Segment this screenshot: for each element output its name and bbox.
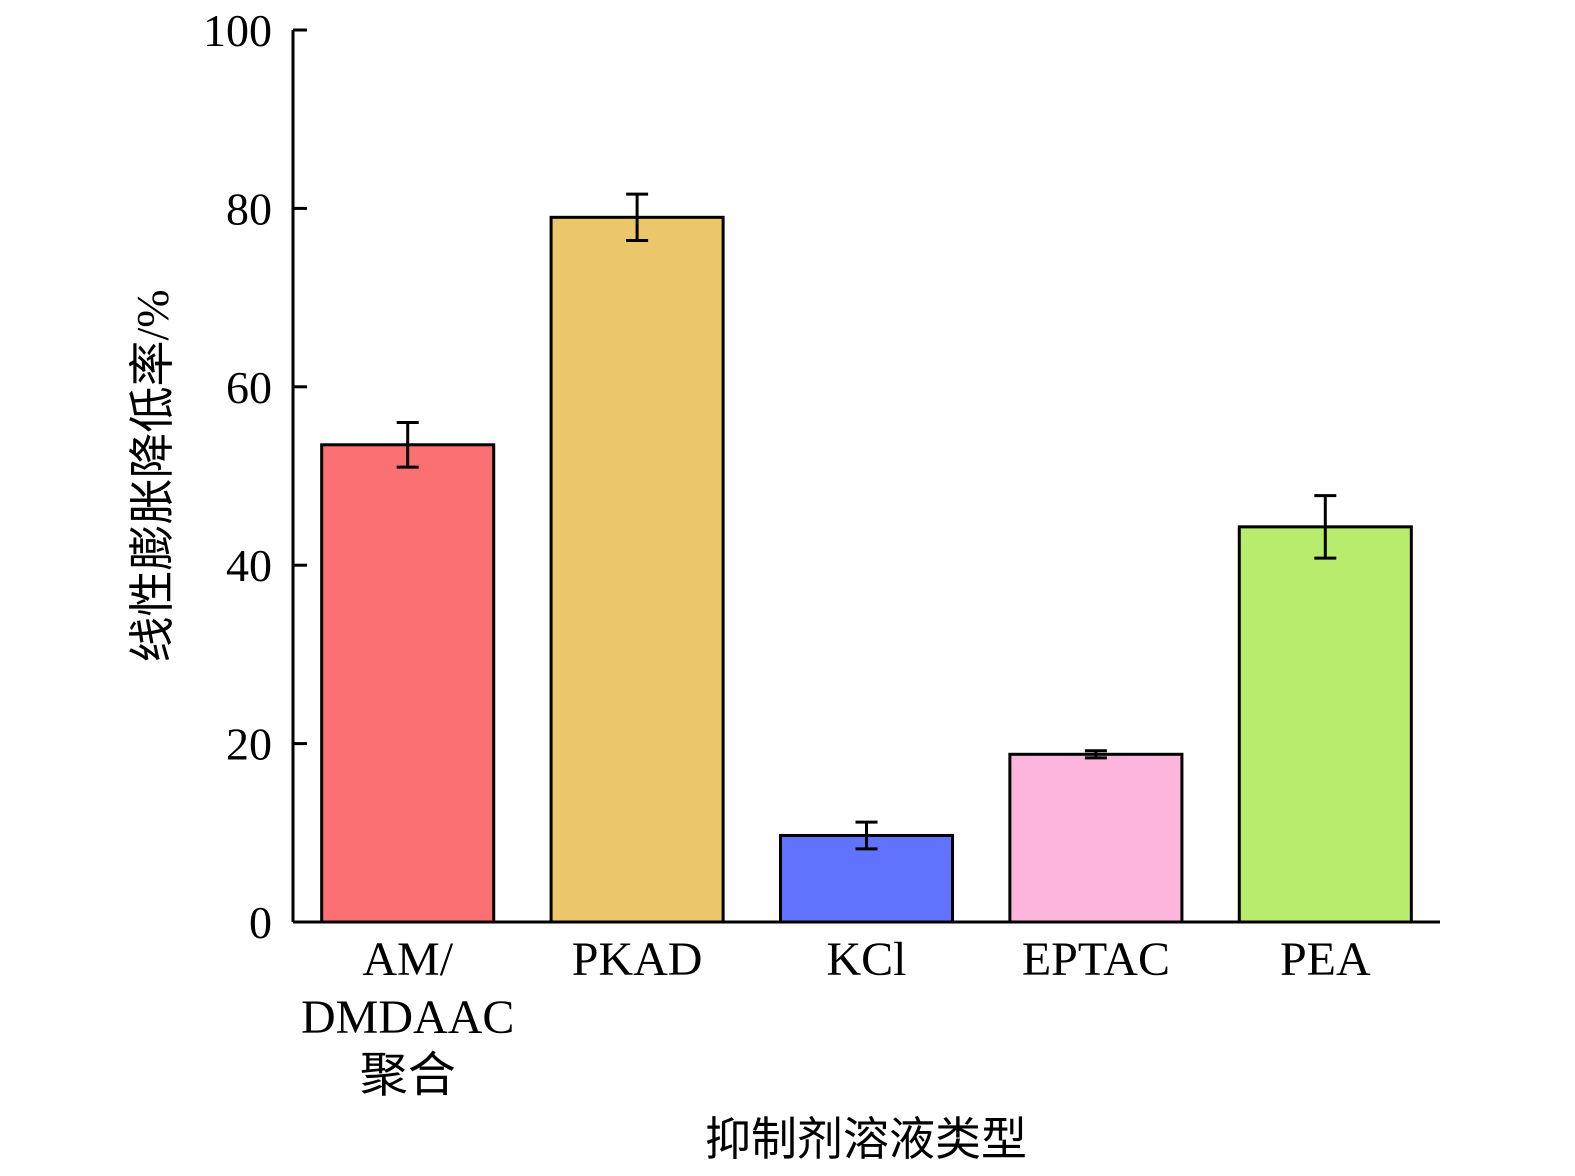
bar xyxy=(549,215,725,924)
y-tick-label: 100 xyxy=(203,5,272,56)
x-category-label-line: PEA xyxy=(1280,933,1371,986)
x-category-label-line: 聚合 xyxy=(360,1049,456,1102)
bars-group xyxy=(320,215,1413,924)
y-tick-label: 20 xyxy=(226,719,272,770)
y-ticks-group: 0 20 40 60 80 100 xyxy=(203,5,307,948)
y-axis-label: 线性膨胀降低率/% xyxy=(127,289,178,662)
bar xyxy=(1008,752,1184,924)
x-category-label-line: PKAD xyxy=(572,933,703,986)
y-tick-label: 0 xyxy=(249,897,272,948)
error-bars-group xyxy=(396,192,1337,851)
x-category-label-line: KCl xyxy=(826,933,906,986)
x-category-label-line: AM/ xyxy=(362,933,453,986)
x-categories-group: AM/DMDAAC 聚合 PKAD KCl EPTAC PEA xyxy=(301,933,1371,1102)
bar xyxy=(1237,525,1413,924)
y-tick-label: 40 xyxy=(226,540,272,591)
x-category-label: AM/DMDAAC 聚合 xyxy=(301,933,514,1102)
bar xyxy=(320,443,496,924)
x-category-label: PEA xyxy=(1280,933,1371,986)
x-category-label: PKAD xyxy=(572,933,703,986)
x-category-label-line: EPTAC xyxy=(1022,933,1170,986)
x-category-label: EPTAC xyxy=(1022,933,1170,986)
y-tick-label: 60 xyxy=(226,362,272,413)
axes-group xyxy=(291,30,1440,924)
x-category-label: KCl xyxy=(826,933,906,986)
x-category-label-line: DMDAAC xyxy=(301,991,514,1044)
x-axis-label: 抑制剂溶液类型 xyxy=(705,1114,1027,1165)
y-tick-label: 80 xyxy=(226,183,272,234)
